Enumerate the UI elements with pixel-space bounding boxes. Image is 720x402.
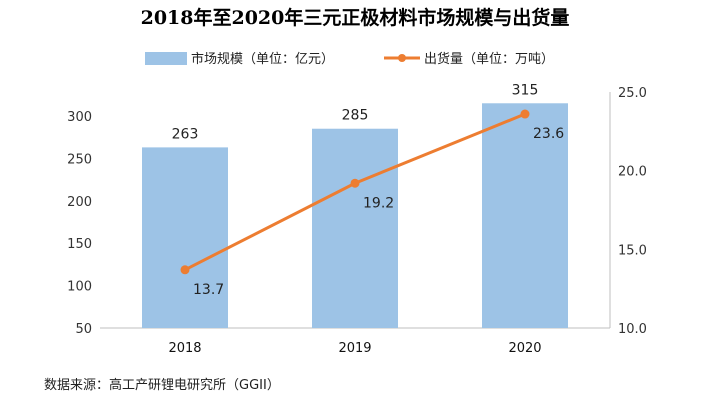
left-tick-label: 200 [67, 195, 92, 210]
left-tick-label: 100 [67, 280, 92, 295]
bar-value-label: 285 [342, 108, 369, 124]
bar-2020 [482, 103, 568, 328]
right-tick-label: 10.0 [618, 322, 647, 337]
shipment-line [180, 109, 530, 275]
bar-value-label: 315 [512, 82, 539, 98]
source-note: 数据来源：高工产研锂电研究所（GGII） [44, 377, 280, 393]
right-tick-label: 15.0 [618, 243, 647, 258]
x-axis-ticks: 2018 2019 2020 [168, 341, 541, 356]
line-point-2020 [520, 109, 530, 119]
x-tick-label: 2019 [338, 341, 371, 356]
legend: 市场规模（单位：亿元） 出货量（单位：万吨） [145, 51, 554, 67]
line-value-label: 23.6 [533, 126, 564, 142]
right-axis-ticks: 10.0 15.0 20.0 25.0 [618, 86, 647, 337]
left-tick-label: 300 [67, 110, 92, 125]
left-axis-ticks: 50 100 150 200 250 300 [67, 110, 92, 337]
x-tick-label: 2020 [508, 341, 541, 356]
line-point-2018 [180, 265, 190, 275]
left-tick-label: 150 [67, 237, 92, 252]
bar-2018 [142, 147, 228, 328]
line-point-2019 [350, 178, 360, 188]
bar-value-label: 263 [172, 126, 199, 142]
line-labels: 13.7 19.2 23.6 [193, 126, 564, 298]
legend-bar-swatch [145, 52, 187, 65]
bar-labels: 263 285 315 [172, 82, 539, 142]
right-tick-label: 20.0 [618, 165, 647, 180]
line-value-label: 19.2 [363, 195, 394, 211]
chart-title: 2018年至2020年三元正极材料市场规模与出货量 [141, 6, 570, 29]
bar-2019 [312, 128, 398, 328]
left-tick-label: 250 [67, 152, 92, 167]
legend-line-label: 出货量（单位：万吨） [424, 51, 554, 67]
legend-line-marker [398, 54, 406, 62]
bars [142, 103, 568, 328]
legend-bar-label: 市场规模（单位：亿元） [191, 51, 334, 67]
line-value-label: 13.7 [193, 282, 224, 298]
right-tick-label: 25.0 [618, 86, 647, 101]
x-tick-label: 2018 [168, 341, 201, 356]
left-tick-label: 50 [75, 322, 92, 337]
